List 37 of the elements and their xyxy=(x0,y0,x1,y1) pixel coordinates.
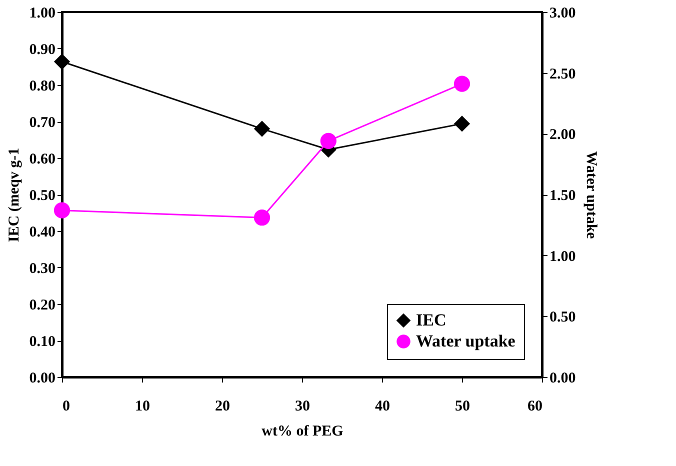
y2-tick-label: 1.50 xyxy=(550,188,576,204)
legend-label: IEC xyxy=(416,310,446,330)
y2-axis-title: Water uptake xyxy=(582,151,599,240)
y2-tick-label: 3.00 xyxy=(550,6,576,22)
y-tick-label: 0.30 xyxy=(29,261,56,277)
point xyxy=(54,202,70,218)
point xyxy=(454,116,470,132)
legend-label: Water uptake xyxy=(416,332,516,350)
x-tick-label: 0 xyxy=(62,398,70,414)
y2-tick-label: 0.50 xyxy=(550,310,576,326)
y-tick-label: 0.70 xyxy=(29,115,56,131)
point xyxy=(454,76,470,92)
y-tick-label: 0.20 xyxy=(29,298,56,314)
point xyxy=(54,54,70,70)
y-tick-label: 0.90 xyxy=(29,42,56,58)
x-tick-label: 10 xyxy=(135,398,150,414)
point xyxy=(254,120,270,137)
y-tick-label: 0.00 xyxy=(29,370,56,386)
x-axis-title: wt% of PEG xyxy=(262,424,344,440)
y2-tick-label: 2.50 xyxy=(550,66,576,82)
x-tick-label: 30 xyxy=(295,398,310,414)
y-tick-label: 0.50 xyxy=(29,188,56,204)
y-tick-label: 0.60 xyxy=(29,152,56,168)
y-tick-label: 1.00 xyxy=(29,6,56,22)
y-tick-label: 0.80 xyxy=(29,78,56,94)
y2-tick-label: 2.00 xyxy=(550,127,576,144)
y2-tick-label: 1.00 xyxy=(550,248,576,265)
x-tick-label: 50 xyxy=(455,398,470,414)
x-tick-label: 60 xyxy=(528,398,542,414)
y-axis-title: IEC (meqv g-1 xyxy=(6,148,22,242)
y-tick-label: 0.10 xyxy=(29,334,56,350)
y-tick-label: 0.40 xyxy=(29,224,56,240)
point xyxy=(320,132,336,150)
x-tick-label: 40 xyxy=(375,398,390,414)
x-tick-label: 20 xyxy=(215,398,230,414)
y2-tick-label: 0.00 xyxy=(550,370,576,386)
point xyxy=(254,210,270,226)
